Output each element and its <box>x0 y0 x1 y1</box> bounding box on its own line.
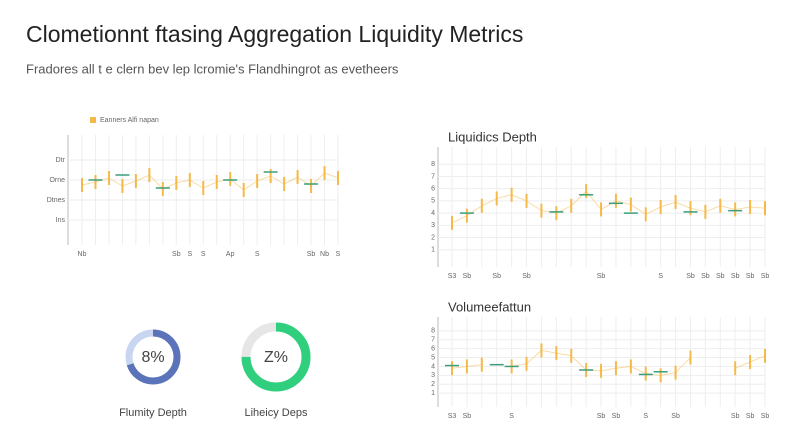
x-tick-label: Sb <box>746 413 755 420</box>
y-tick-label: 3 <box>431 222 435 229</box>
x-tick-label: Sb <box>597 273 606 280</box>
y-tick-label: 3 <box>431 372 435 379</box>
x-tick-label: Sb <box>746 273 755 280</box>
x-tick-label: S <box>658 273 663 280</box>
y-tick-label: 4 <box>431 363 435 370</box>
donut-center-label: Z% <box>264 349 288 366</box>
x-tick-label: Ap <box>226 251 235 258</box>
x-tick-label: Sb <box>731 413 740 420</box>
donut-center-label: 8% <box>141 349 164 366</box>
legend-label: Eanners Alfi napan <box>100 117 159 124</box>
x-tick-label: S3 <box>448 413 457 420</box>
y-tick-label: 5 <box>431 354 435 361</box>
x-tick-label: S <box>187 251 192 258</box>
x-tick-label: Sb <box>307 251 316 258</box>
x-tick-label: Sb <box>597 413 606 420</box>
series-line <box>81 172 339 191</box>
y-tick-label: 6 <box>431 186 435 193</box>
x-tick-label: S <box>336 251 341 258</box>
y-tick-label: 1 <box>431 390 435 397</box>
x-tick-label: Sb <box>463 273 472 280</box>
x-tick-label: Sb <box>761 273 770 280</box>
y-tick-label: 5 <box>431 198 435 205</box>
y-tick-label: 6 <box>431 346 435 353</box>
x-tick-label: Sb <box>701 273 710 280</box>
chart-title: Liquidics Depth <box>448 129 537 144</box>
x-tick-label: Nb <box>78 251 87 258</box>
y-tick-label: 8 <box>431 328 435 335</box>
x-tick-label: Sb <box>761 413 770 420</box>
y-tick-label: 2 <box>431 381 435 388</box>
y-tick-label: 2 <box>431 234 435 241</box>
series-line <box>451 349 766 376</box>
y-tick-label: 8 <box>431 161 435 168</box>
x-tick-label: S <box>201 251 206 258</box>
y-tick-label: 7 <box>431 173 435 180</box>
x-tick-label: Sb <box>492 273 501 280</box>
x-tick-label: S <box>643 413 648 420</box>
donut-segment <box>125 329 181 385</box>
chart-title: Volumeefattun <box>448 299 531 314</box>
legend-swatch <box>90 117 96 123</box>
donut-segment <box>241 322 311 392</box>
x-tick-label: Sb <box>686 273 695 280</box>
y-tick-label: Orne <box>49 177 65 184</box>
y-tick-label: 1 <box>431 247 435 254</box>
x-tick-label: S <box>255 251 260 258</box>
y-tick-label: 4 <box>431 210 435 217</box>
x-tick-label: Nb <box>320 251 329 258</box>
x-tick-label: S <box>509 413 514 420</box>
x-tick-label: Sb <box>463 413 472 420</box>
x-tick-label: Sb <box>716 273 725 280</box>
x-tick-label: Sb <box>612 413 621 420</box>
x-tick-label: Sb <box>671 413 680 420</box>
page-title: Clometionnt ftasing Aggregation Liquidit… <box>26 21 523 47</box>
x-tick-label: S3 <box>448 273 457 280</box>
x-tick-label: Sb <box>522 273 531 280</box>
y-tick-label: Dtr <box>56 157 66 164</box>
y-tick-label: 7 <box>431 337 435 344</box>
donut-label: Flumity Depth <box>119 407 187 419</box>
x-tick-label: Sb <box>172 251 181 258</box>
page-subtitle: Fradores all t e clern bev lep lcromie's… <box>26 61 399 76</box>
series-line <box>451 190 766 224</box>
x-tick-label: Sb <box>731 273 740 280</box>
donut-label: Liheicy Deps <box>245 407 308 419</box>
y-tick-label: Dtnes <box>47 197 66 204</box>
y-tick-label: Ins <box>56 217 66 224</box>
